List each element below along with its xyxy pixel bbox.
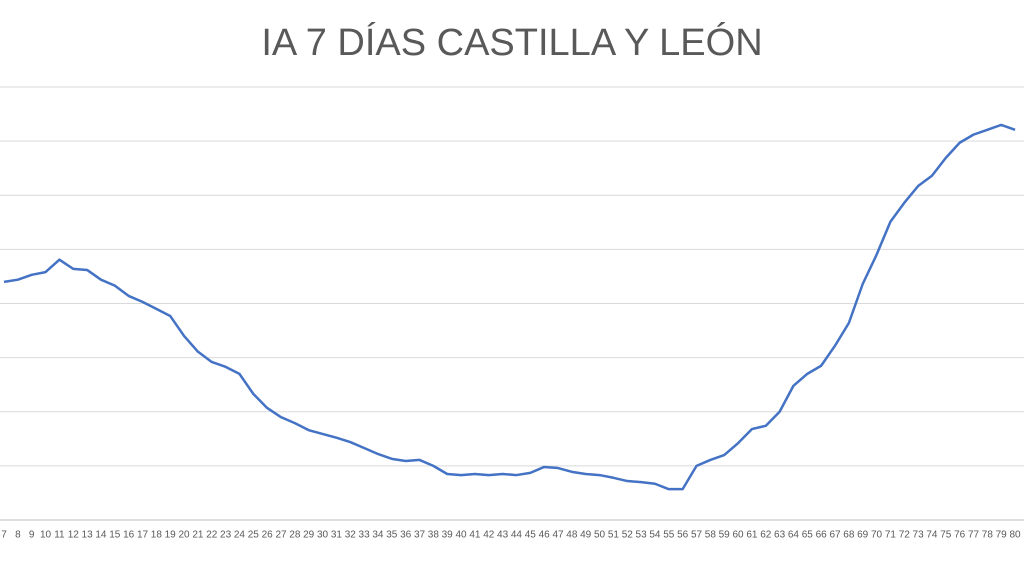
x-tick-label: 79 <box>996 530 1008 541</box>
x-tick-label: 51 <box>608 530 620 541</box>
x-tick-label: 36 <box>400 530 412 541</box>
x-tick-label: 49 <box>580 530 592 541</box>
x-tick-label: 74 <box>926 530 938 541</box>
x-tick-label: 8 <box>15 530 21 541</box>
x-tick-label: 78 <box>982 530 994 541</box>
x-tick-label: 47 <box>552 530 564 541</box>
x-tick-label: 20 <box>178 530 190 541</box>
x-tick-label: 73 <box>913 530 925 541</box>
x-tick-label: 7 <box>1 530 7 541</box>
x-tick-label: 40 <box>455 530 467 541</box>
x-tick-label: 11 <box>54 530 65 541</box>
x-tick-label: 76 <box>954 530 966 541</box>
x-tick-label: 55 <box>663 530 675 541</box>
x-tick-label: 48 <box>566 530 578 541</box>
x-tick-label: 24 <box>234 530 246 541</box>
x-tick-label: 66 <box>816 530 828 541</box>
x-tick-label: 60 <box>732 530 744 541</box>
x-tick-label: 25 <box>248 530 260 541</box>
x-tick-label: 57 <box>691 530 703 541</box>
x-tick-label: 67 <box>829 530 841 541</box>
x-tick-label: 38 <box>428 530 440 541</box>
x-tick-label: 28 <box>289 530 301 541</box>
x-tick-label: 26 <box>262 530 274 541</box>
x-tick-label: 22 <box>206 530 218 541</box>
x-tick-label: 43 <box>497 530 509 541</box>
x-tick-label: 17 <box>137 530 149 541</box>
x-tick-label: 72 <box>899 530 911 541</box>
x-tick-label: 46 <box>539 530 551 541</box>
x-tick-label: 29 <box>303 530 315 541</box>
x-tick-label: 34 <box>372 530 384 541</box>
x-tick-label: 13 <box>82 530 94 541</box>
x-tick-label: 35 <box>386 530 398 541</box>
x-tick-label: 33 <box>359 530 371 541</box>
x-tick-label: 64 <box>788 530 800 541</box>
x-tick-label: 80 <box>1009 530 1021 541</box>
x-tick-label: 16 <box>123 530 135 541</box>
x-tick-label: 30 <box>317 530 329 541</box>
x-tick-label: 31 <box>331 530 343 541</box>
x-tick-label: 53 <box>636 530 648 541</box>
x-tick-label: 21 <box>192 530 204 541</box>
x-tick-label: 10 <box>40 530 52 541</box>
x-tick-label: 75 <box>940 530 952 541</box>
x-tick-label: 56 <box>677 530 689 541</box>
x-tick-label: 9 <box>29 530 35 541</box>
x-tick-label: 63 <box>774 530 786 541</box>
x-tick-label: 37 <box>414 530 426 541</box>
x-tick-label: 54 <box>649 530 661 541</box>
x-tick-label: 77 <box>968 530 980 541</box>
x-tick-label: 68 <box>843 530 855 541</box>
x-tick-label: 58 <box>705 530 717 541</box>
x-tick-label: 23 <box>220 530 232 541</box>
x-tick-label: 39 <box>442 530 454 541</box>
x-tick-label: 45 <box>525 530 537 541</box>
chart-title: IA 7 DÍAS CASTILLA Y LEÓN <box>261 21 762 64</box>
x-tick-label: 44 <box>511 530 523 541</box>
x-tick-label: 69 <box>857 530 869 541</box>
x-tick-label: 12 <box>68 530 80 541</box>
x-tick-label: 14 <box>95 530 107 541</box>
x-tick-label: 15 <box>109 530 121 541</box>
x-tick-label: 42 <box>483 530 495 541</box>
x-tick-label: 59 <box>719 530 731 541</box>
x-tick-label: 62 <box>760 530 772 541</box>
x-tick-label: 27 <box>275 530 287 541</box>
x-tick-label: 52 <box>622 530 634 541</box>
x-tick-label: 32 <box>345 530 357 541</box>
x-tick-label: 71 <box>885 530 897 541</box>
x-tick-label: 50 <box>594 530 606 541</box>
x-tick-label: 70 <box>871 530 883 541</box>
x-tick-label: 65 <box>802 530 814 541</box>
x-tick-label: 19 <box>165 530 177 541</box>
data-line <box>3 123 1016 491</box>
x-tick-label: 61 <box>746 530 758 541</box>
x-tick-label: 18 <box>151 530 163 541</box>
x-tick-label: 41 <box>469 530 481 541</box>
